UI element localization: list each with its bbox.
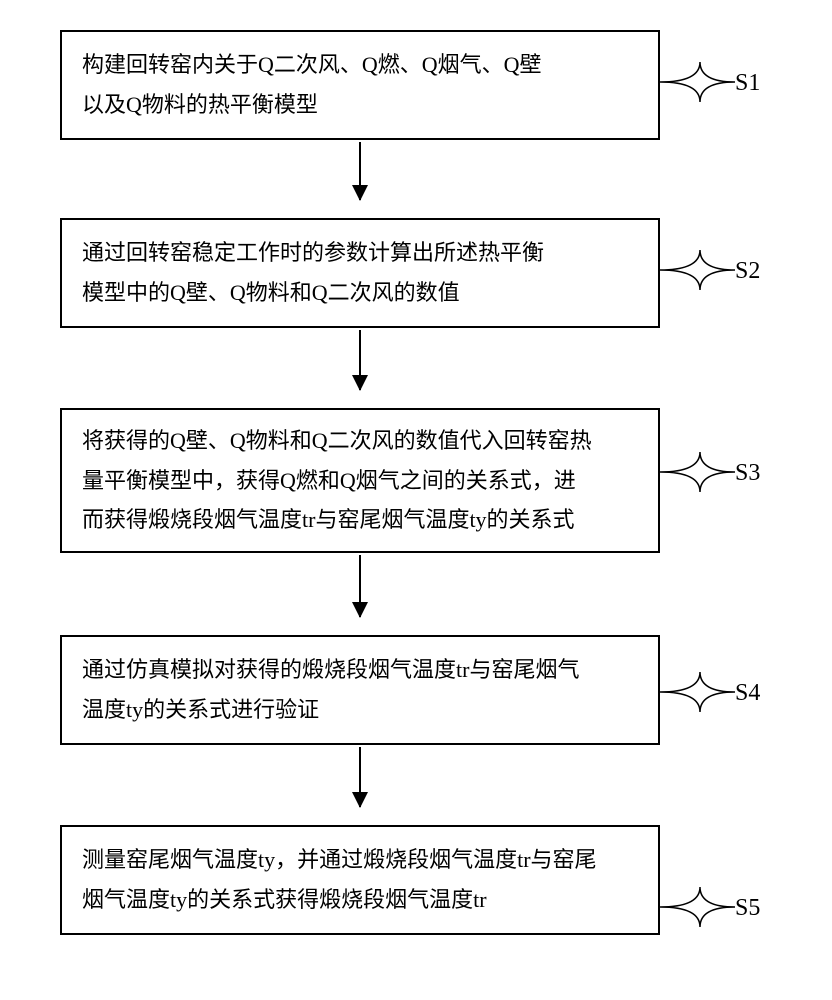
flowchart-canvas: 构建回转窑内关于Q二次风、Q燃、Q烟气、Q壁 以及Q物料的热平衡模型 S1 通过… xyxy=(0,0,832,1000)
connector-s3 xyxy=(660,452,735,492)
step-text-s5: 测量窑尾烟气温度ty，并通过煅烧段烟气温度tr与窑尾 烟气温度ty的关系式获得煅… xyxy=(82,840,597,919)
step-box-s1: 构建回转窑内关于Q二次风、Q燃、Q烟气、Q壁 以及Q物料的热平衡模型 xyxy=(60,30,660,140)
arrow-4 xyxy=(359,747,361,807)
connector-s5 xyxy=(660,887,735,927)
step-text-s3: 将获得的Q壁、Q物料和Q二次风的数值代入回转窑热 量平衡模型中，获得Q燃和Q烟气… xyxy=(82,421,592,540)
connector-s4 xyxy=(660,672,735,712)
step-box-s3: 将获得的Q壁、Q物料和Q二次风的数值代入回转窑热 量平衡模型中，获得Q燃和Q烟气… xyxy=(60,408,660,553)
step-box-s2: 通过回转窑稳定工作时的参数计算出所述热平衡 模型中的Q壁、Q物料和Q二次风的数值 xyxy=(60,218,660,328)
step-label-s2: S2 xyxy=(735,258,760,285)
connector-s1 xyxy=(660,62,735,102)
connector-s2 xyxy=(660,250,735,290)
step-text-s4: 通过仿真模拟对获得的煅烧段烟气温度tr与窑尾烟气 温度ty的关系式进行验证 xyxy=(82,650,579,729)
arrow-2 xyxy=(359,330,361,390)
step-label-s3: S3 xyxy=(735,460,760,487)
step-label-s1: S1 xyxy=(735,70,760,97)
step-box-s4: 通过仿真模拟对获得的煅烧段烟气温度tr与窑尾烟气 温度ty的关系式进行验证 xyxy=(60,635,660,745)
arrow-3 xyxy=(359,555,361,617)
arrow-1 xyxy=(359,142,361,200)
step-text-s1: 构建回转窑内关于Q二次风、Q燃、Q烟气、Q壁 以及Q物料的热平衡模型 xyxy=(82,45,542,124)
step-text-s2: 通过回转窑稳定工作时的参数计算出所述热平衡 模型中的Q壁、Q物料和Q二次风的数值 xyxy=(82,233,544,312)
step-label-s5: S5 xyxy=(735,895,760,922)
step-label-s4: S4 xyxy=(735,680,760,707)
step-box-s5: 测量窑尾烟气温度ty，并通过煅烧段烟气温度tr与窑尾 烟气温度ty的关系式获得煅… xyxy=(60,825,660,935)
